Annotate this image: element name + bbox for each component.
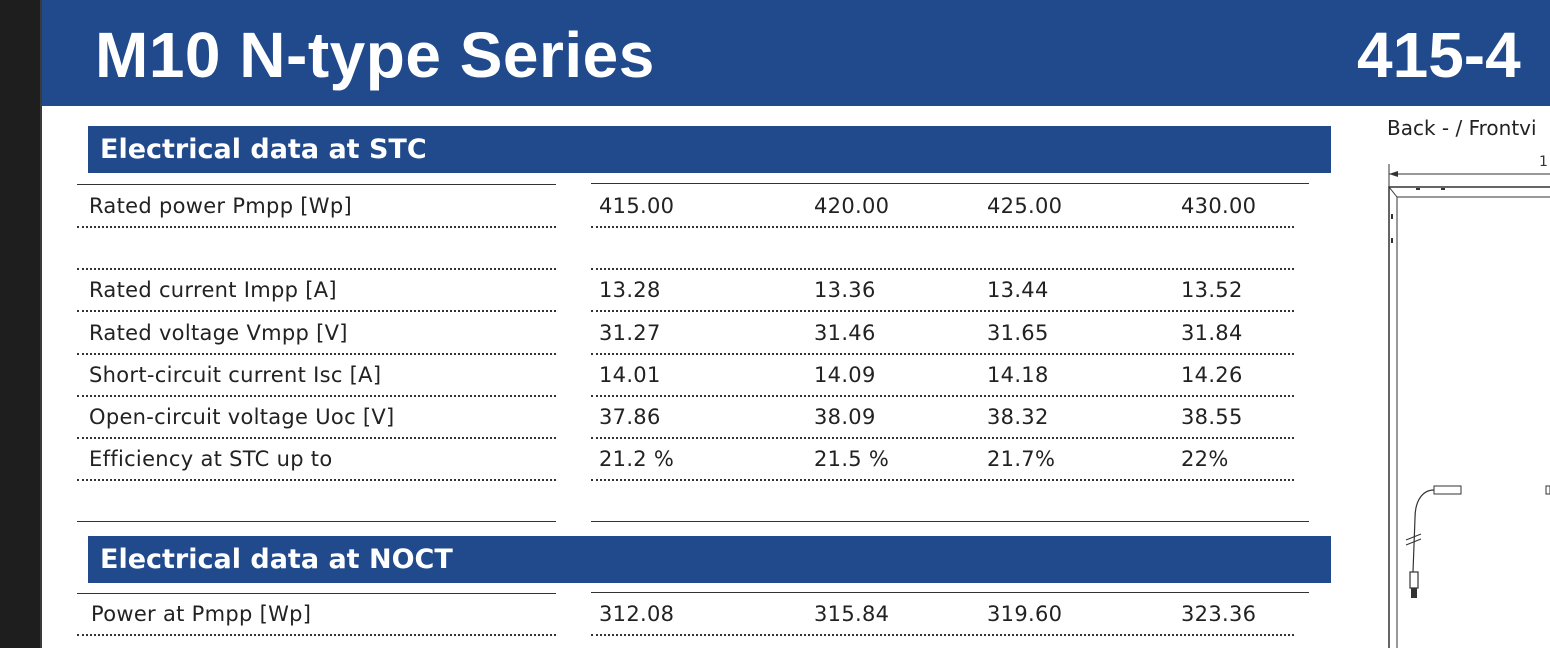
noct-section-heading: Electrical data at NOCT (88, 536, 1331, 583)
table-rule (77, 593, 556, 594)
table-rule (591, 521, 1309, 522)
value-cell: 14.01 (599, 363, 661, 387)
value-cell: 323.36 (1181, 602, 1257, 626)
table-rule (77, 521, 556, 522)
row-divider (77, 479, 556, 481)
row-label: Power at Pmpp [Wp] (91, 602, 312, 626)
table-rule (77, 184, 556, 185)
value-cell: 312.08 (599, 602, 675, 626)
row-divider (591, 310, 1294, 312)
value-cell: 31.27 (599, 321, 661, 345)
value-cell: 38.32 (987, 405, 1049, 429)
drawing-view-label: Back - / Frontvi (1387, 116, 1537, 140)
value-cell: 38.09 (814, 405, 876, 429)
value-cell: 14.09 (814, 363, 876, 387)
row-divider (591, 437, 1294, 439)
row-label: Short-circuit current Isc [A] (89, 363, 382, 387)
value-cell: 21.5 % (814, 447, 890, 471)
value-cell: 21.2 % (599, 447, 675, 471)
value-cell: 38.55 (1181, 405, 1243, 429)
page-edge (40, 0, 42, 648)
row-divider (77, 268, 556, 270)
value-cell: 315.84 (814, 602, 890, 626)
row-label: Rated voltage Vmpp [V] (89, 321, 348, 345)
value-cell: 31.65 (987, 321, 1049, 345)
value-cell: 21.7% (987, 447, 1056, 471)
value-cell: 14.18 (987, 363, 1049, 387)
viewer-background (0, 0, 40, 648)
row-divider (591, 634, 1294, 636)
value-cell: 420.00 (814, 194, 890, 218)
row-divider (77, 226, 556, 228)
row-divider (77, 634, 556, 636)
row-label: Rated power Pmpp [Wp] (89, 194, 352, 218)
page-title: M10 N-type Series (95, 19, 655, 91)
row-divider (591, 479, 1294, 481)
row-divider (591, 268, 1294, 270)
table-rule (591, 592, 1309, 593)
header-band (42, 0, 1550, 106)
row-divider (77, 437, 556, 439)
row-divider (77, 310, 556, 312)
value-cell: 319.60 (987, 602, 1063, 626)
value-cell: 430.00 (1181, 194, 1257, 218)
power-range-title: 415-4 (1357, 19, 1521, 91)
row-divider (77, 395, 556, 397)
value-cell: 13.52 (1181, 278, 1243, 302)
stc-section-heading: Electrical data at STC (88, 126, 1331, 173)
module-drawing: 1 (1388, 154, 1550, 648)
row-divider (591, 226, 1294, 228)
value-cell: 31.46 (814, 321, 876, 345)
row-divider (591, 395, 1294, 397)
value-cell: 13.44 (987, 278, 1049, 302)
value-cell: 425.00 (987, 194, 1063, 218)
row-divider (77, 353, 556, 355)
value-cell: 415.00 (599, 194, 675, 218)
value-cell: 14.26 (1181, 363, 1243, 387)
value-cell: 37.86 (599, 405, 661, 429)
row-label: Rated current Impp [A] (89, 278, 337, 302)
value-cell: 22% (1181, 447, 1229, 471)
value-cell: 31.84 (1181, 321, 1243, 345)
row-label: Open-circuit voltage Uoc [V] (89, 405, 395, 429)
row-divider (591, 353, 1294, 355)
row-label: Efficiency at STC up to (89, 447, 333, 471)
dimension-text: 1 (1539, 154, 1548, 170)
value-cell: 13.36 (814, 278, 876, 302)
value-cell: 13.28 (599, 278, 661, 302)
table-rule (591, 183, 1309, 184)
